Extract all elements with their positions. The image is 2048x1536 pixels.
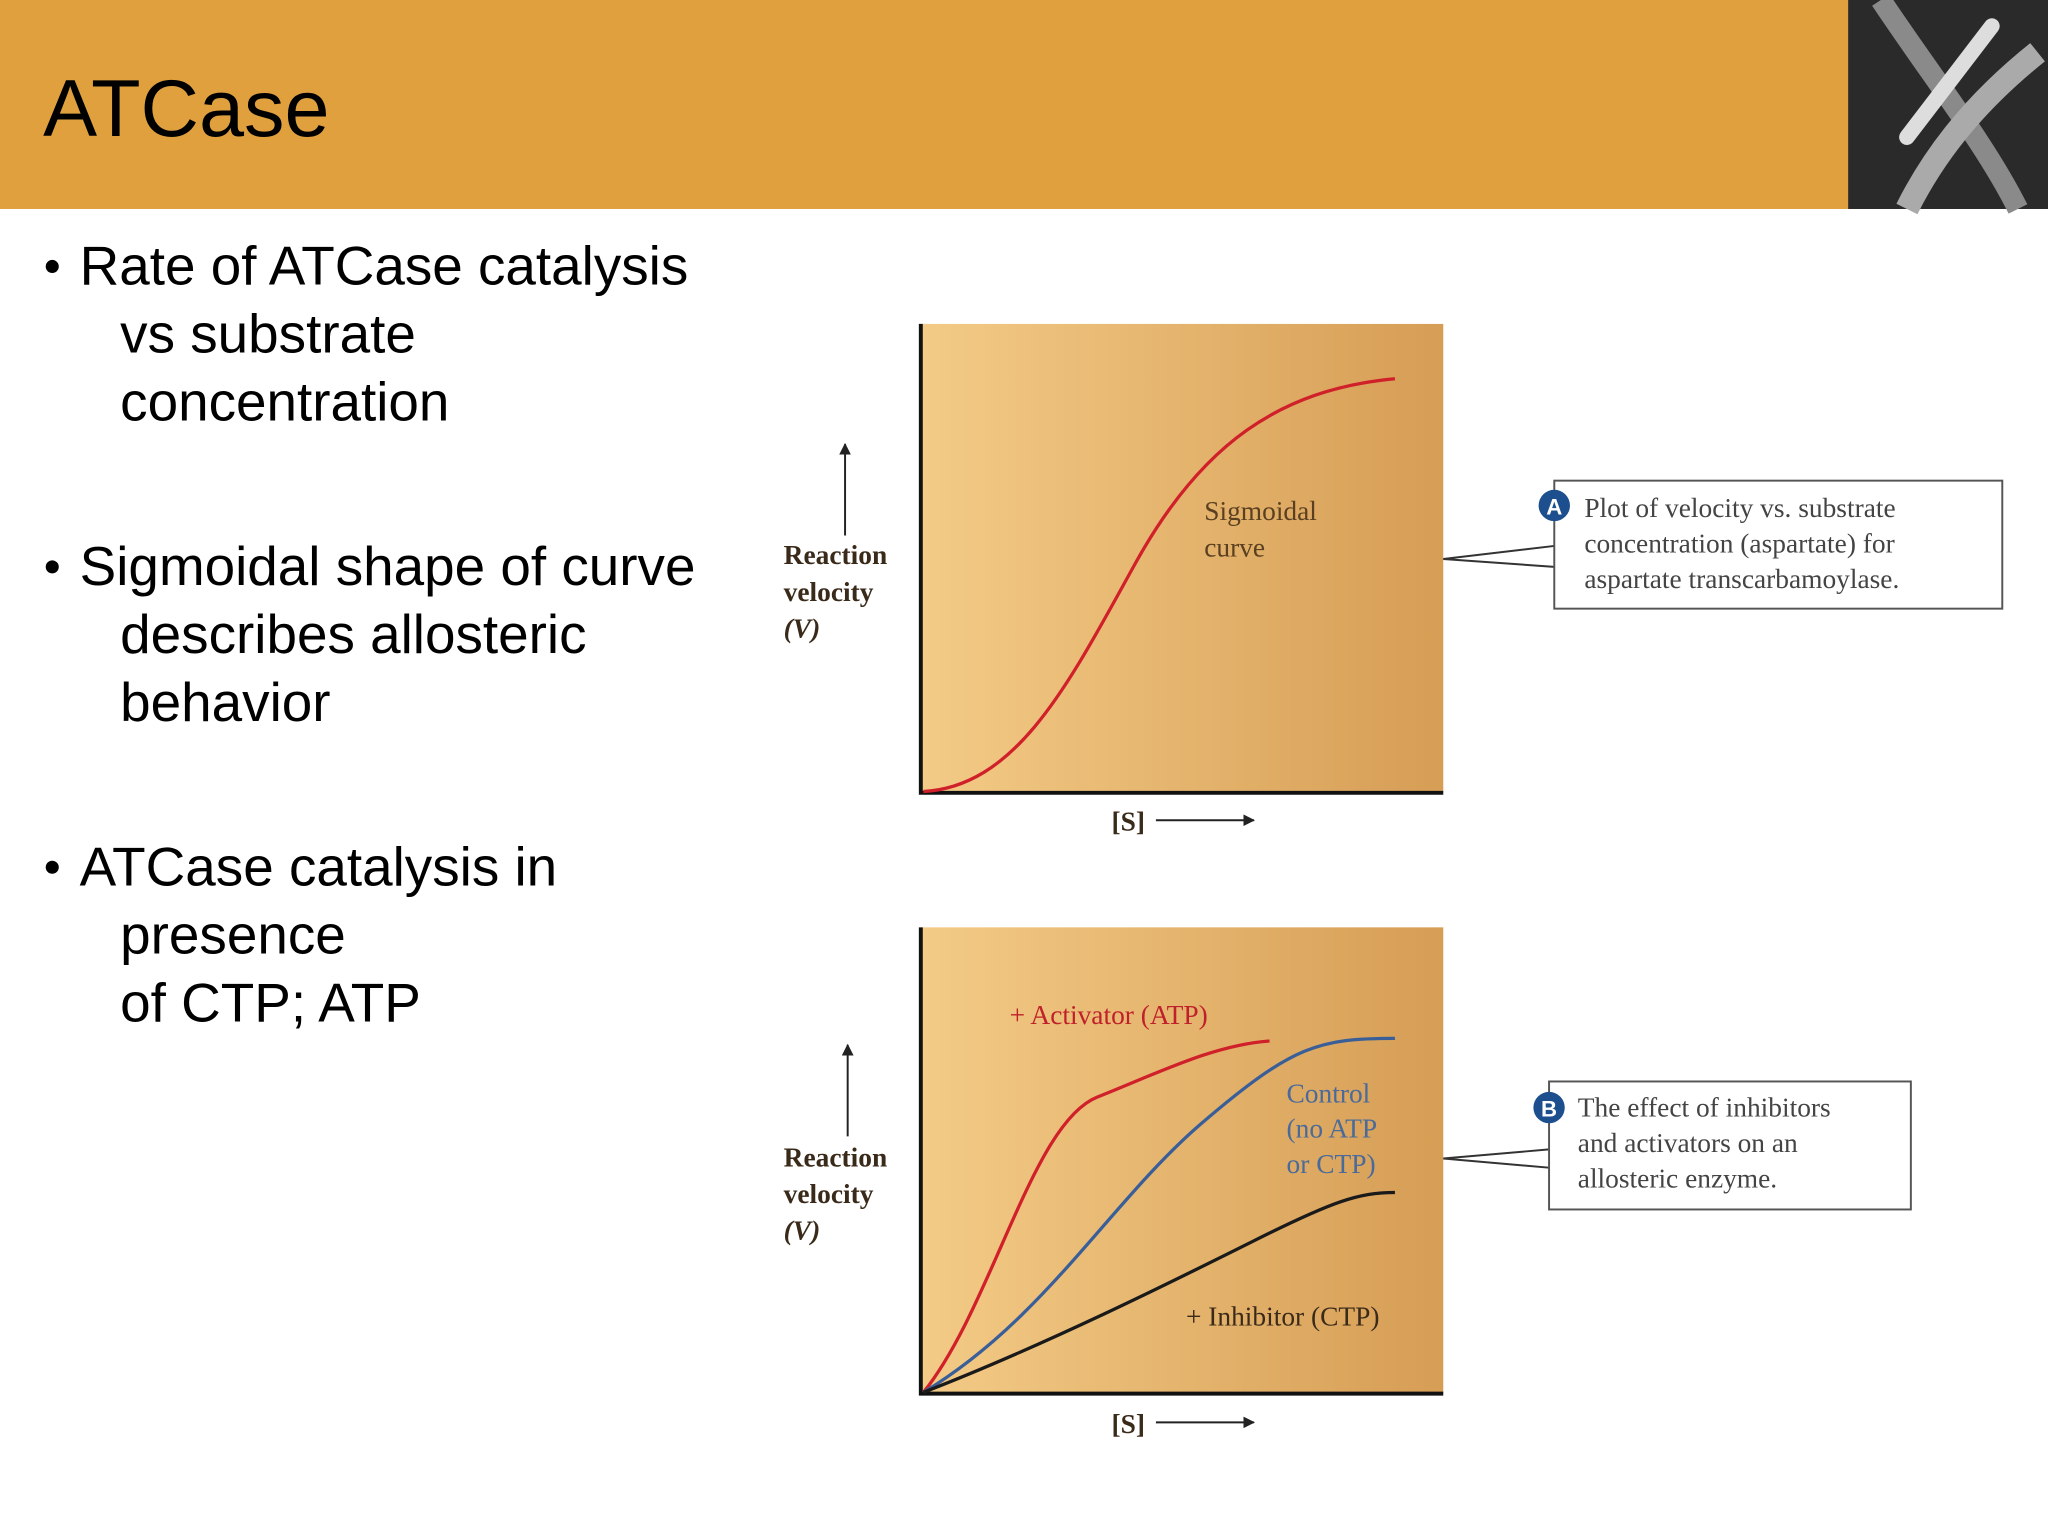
connector bbox=[1443, 1148, 1550, 1169]
title: ATCase bbox=[43, 64, 329, 154]
caption-line: The effect of inhibitors bbox=[1578, 1093, 1831, 1123]
axes bbox=[918, 927, 1444, 1396]
bullet-line: presence bbox=[120, 903, 346, 965]
caption-line: allosteric enzyme. bbox=[1578, 1163, 1777, 1193]
caption-box bbox=[1548, 1080, 1912, 1211]
axes bbox=[918, 323, 1444, 795]
figure-a: Sigmoidal curve Reaction velocity (V) [S… bbox=[784, 323, 2004, 837]
y-label: velocity bbox=[784, 577, 874, 607]
bullet-dot bbox=[45, 560, 59, 574]
curve-label: + Inhibitor (CTP) bbox=[1186, 1302, 1380, 1332]
bullet-line: Sigmoidal shape of curve bbox=[80, 535, 696, 597]
bullet-line: Rate of ATCase catalysis bbox=[80, 235, 689, 297]
y-label: (V) bbox=[784, 1216, 821, 1246]
curve-label: curve bbox=[1204, 532, 1265, 562]
caption-letter: B bbox=[1541, 1097, 1557, 1122]
connector bbox=[1443, 544, 1555, 568]
plot-area bbox=[920, 927, 1444, 1394]
x-label: [S] bbox=[1112, 807, 1146, 837]
curve-label: Sigmoidal bbox=[1204, 496, 1317, 526]
bullet-dot bbox=[45, 860, 59, 874]
bullet-line: of CTP; ATP bbox=[120, 971, 421, 1033]
curve-label: (no ATP bbox=[1287, 1114, 1378, 1144]
caption-line: aspartate transcarbamoylase. bbox=[1584, 564, 1899, 594]
bullet-line: vs substrate bbox=[120, 303, 416, 365]
caption-line: concentration (aspartate) for bbox=[1584, 528, 1894, 558]
x-label: [S] bbox=[1112, 1409, 1146, 1439]
y-label: Reaction bbox=[784, 1142, 888, 1172]
bullet-line: concentration bbox=[120, 371, 449, 433]
header-photo bbox=[1848, 0, 2048, 215]
caption-line: Plot of velocity vs. substrate bbox=[1584, 493, 1895, 523]
caption-box bbox=[1553, 479, 2004, 610]
activator-curve bbox=[922, 1039, 1270, 1394]
caption-marker bbox=[1533, 1091, 1565, 1124]
sigmoid-curve bbox=[923, 377, 1396, 794]
y-label: (V) bbox=[784, 613, 821, 643]
bullet-list: Rate of ATCase catalysis vs substrate co… bbox=[45, 235, 696, 1033]
curve-label: or CTP) bbox=[1287, 1149, 1376, 1179]
caption-letter: A bbox=[1546, 495, 1562, 520]
control-curve bbox=[922, 1036, 1395, 1394]
inhibitor-curve bbox=[922, 1190, 1395, 1394]
figure-b: + Activator (ATP) Control (no ATP or CTP… bbox=[784, 927, 1912, 1439]
curve-label: + Activator (ATP) bbox=[1010, 1000, 1208, 1030]
plot-area bbox=[920, 323, 1444, 793]
bullet-line: describes allosteric bbox=[120, 603, 586, 665]
bullet-line: ATCase catalysis in bbox=[80, 836, 558, 898]
y-label: velocity bbox=[784, 1179, 874, 1209]
bullet-dot bbox=[45, 259, 59, 273]
bullet-line: behavior bbox=[120, 671, 330, 733]
y-label: Reaction bbox=[784, 540, 888, 570]
header-bar bbox=[0, 0, 2048, 209]
curve-label: Control bbox=[1287, 1078, 1371, 1108]
caption-line: and activators on an bbox=[1578, 1128, 1798, 1158]
caption-marker bbox=[1538, 489, 1570, 522]
